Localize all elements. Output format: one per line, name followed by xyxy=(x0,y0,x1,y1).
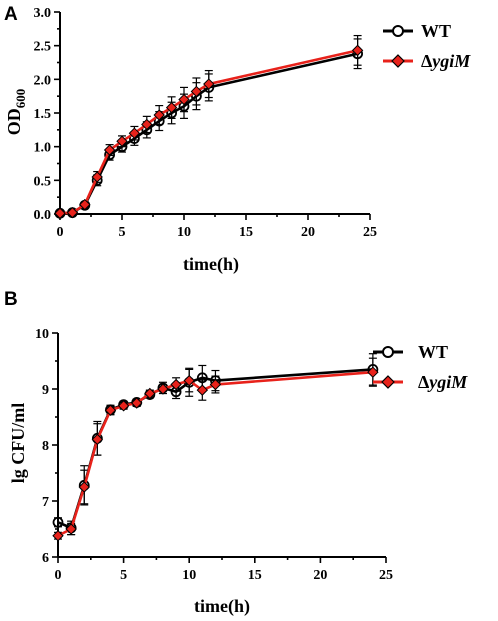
panel-b-legend: WT ΔygiM xyxy=(373,342,468,392)
panel-b-y-tick-label: 7 xyxy=(42,495,49,510)
data-point-ygim xyxy=(367,366,379,378)
legend-a-ygim-italic: ygiM xyxy=(430,51,471,71)
data-point-ygim xyxy=(131,397,143,409)
legend-a-ygim-prefix: Δ xyxy=(421,51,432,71)
panel-b-x-tick-label: 20 xyxy=(313,568,327,583)
data-point-ygim xyxy=(157,383,169,395)
data-point-ygim xyxy=(78,481,90,493)
data-point-ygim xyxy=(52,530,64,542)
data-point-ygim xyxy=(209,378,222,391)
legend-a-ygim-marker xyxy=(391,54,405,68)
legend-b-ygim-prefix: Δ xyxy=(418,372,429,392)
data-point-ygim xyxy=(196,384,209,396)
panel-a-y-tick-label: 1.5 xyxy=(34,107,52,122)
series-line-ygim xyxy=(57,370,373,537)
panel-a-y-axis-title: OD600 xyxy=(4,89,28,136)
panel-a-y-axis-title-sub: 600 xyxy=(13,89,28,109)
panel-a-x-tick-label: 15 xyxy=(239,225,253,240)
panel-a-y-tick-label: 0.5 xyxy=(34,174,52,189)
data-point-ygim xyxy=(66,206,79,219)
panel-b-x-tick-label: 5 xyxy=(120,568,127,583)
panel-a-x-tick-label: 5 xyxy=(119,225,126,240)
panel-b-x-tick-label: 0 xyxy=(55,568,62,583)
data-point-ygim xyxy=(153,109,165,121)
panel-b-y-tick-label: 8 xyxy=(42,439,49,454)
legend-a-wt-label: WT xyxy=(421,21,451,41)
panel-b-series xyxy=(52,353,379,542)
panel-a: A 0 5 10 15 20 25 0.0 0.5 1.0 1.5 2.0 2.5 3.0 time(h… xyxy=(4,4,471,275)
panel-b-y-tick-label: 10 xyxy=(35,327,49,342)
data-point-ygim xyxy=(117,400,130,412)
panel-a-y-tick-label: 3.0 xyxy=(34,6,52,21)
legend-b-wt-label: WT xyxy=(418,342,448,362)
panel-b-x-tick-label: 10 xyxy=(182,568,196,583)
panel-b: B 0 5 10 15 20 25 6 7 8 9 10 time(h) lg CFU/ml WT … xyxy=(4,289,468,617)
legend-b-ygim-marker xyxy=(381,375,395,389)
panel-a-x-tick-label: 20 xyxy=(301,225,315,240)
data-point-ygim xyxy=(103,144,116,156)
panel-b-label: B xyxy=(4,289,18,310)
data-point-ygim xyxy=(203,78,215,90)
data-point-ygim xyxy=(178,93,190,106)
legend-a-ygim-label: ΔygiM xyxy=(421,51,471,71)
panel-a-x-tick-label: 0 xyxy=(57,225,64,240)
data-point-ygim xyxy=(183,374,195,387)
legend-b-wt-marker xyxy=(382,346,394,358)
panel-b-x-tick-label: 25 xyxy=(379,568,393,583)
data-point-ygim xyxy=(91,171,103,183)
data-point-wt xyxy=(52,516,64,528)
panel-a-legend: WT ΔygiM xyxy=(383,21,471,71)
panel-b-y-tick-label: 6 xyxy=(42,551,49,566)
panel-b-series-ygim xyxy=(52,357,379,542)
panel-a-series xyxy=(54,34,364,220)
panel-a-y-tick-label: 0.0 xyxy=(34,208,52,223)
legend-b-ygim-label: ΔygiM xyxy=(418,372,468,392)
panel-a-axes: 0 5 10 15 20 25 0.0 0.5 1.0 1.5 2.0 2.5 3.0 xyxy=(34,6,378,240)
panel-a-label: A xyxy=(4,4,18,25)
data-point-ygim xyxy=(79,198,91,211)
data-point-ygim xyxy=(144,387,156,400)
panel-b-y-axis-title: lg CFU/ml xyxy=(8,403,28,484)
panel-a-y-tick-label: 2.5 xyxy=(34,40,52,55)
panel-b-x-tick-label: 15 xyxy=(248,568,262,583)
data-point-ygim xyxy=(65,523,77,535)
panel-a-x-tick-label: 25 xyxy=(363,225,377,240)
panel-a-x-tick-label: 10 xyxy=(177,225,191,240)
data-point-ygim xyxy=(351,44,364,57)
data-point-ygim xyxy=(54,207,66,220)
data-point-ygim xyxy=(165,101,178,114)
panel-a-y-tick-label: 1.0 xyxy=(34,141,52,156)
panel-a-x-axis-title: time(h) xyxy=(183,254,239,275)
data-point-ygim xyxy=(190,85,203,98)
data-point-ygim xyxy=(170,378,182,391)
panel-a-series-ygim xyxy=(54,34,364,220)
data-point-ygim xyxy=(91,433,104,446)
data-point-ygim xyxy=(141,118,153,131)
legend-a-wt-marker xyxy=(392,25,404,37)
panel-a-y-axis-title-main: OD xyxy=(4,108,24,135)
panel-b-x-axis-title: time(h) xyxy=(194,596,250,617)
panel-a-series-wt xyxy=(54,38,364,219)
panel-a-y-tick-label: 2.0 xyxy=(34,73,52,88)
panel-b-y-tick-label: 9 xyxy=(42,383,49,398)
panel-b-axes: 0 5 10 15 20 25 6 7 8 9 10 xyxy=(35,327,393,583)
legend-b-ygim-italic: ygiM xyxy=(427,372,468,392)
data-point-ygim xyxy=(104,404,117,416)
data-point-ygim xyxy=(116,135,128,147)
data-point-ygim xyxy=(128,127,141,139)
